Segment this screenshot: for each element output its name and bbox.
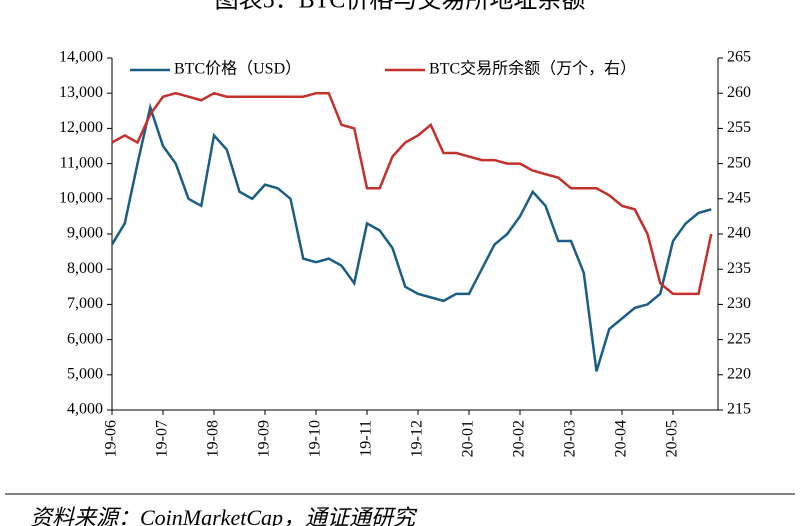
series-line [110,102,712,372]
y2-tick-label: 215 [727,401,751,418]
y-tick-label: 10,000 [59,189,103,206]
legend-label: BTC交易所余额（万个，右） [429,59,636,78]
x-tick-label: 20-03 [562,420,579,457]
x-tick-label: 19-08 [205,420,222,457]
y2-tick-label: 225 [727,330,751,347]
x-tick-label: 20-05 [664,420,681,457]
x-tick-label: 19-12 [409,420,426,457]
x-tick-label: 20-02 [511,420,528,457]
y2-tick-label: 250 [727,154,751,171]
y-tick-label: 12,000 [59,119,103,136]
y-tick-label: 14,000 [59,49,103,66]
x-tick-label: 20-01 [460,420,477,457]
y-tick-label: 7,000 [67,295,103,312]
y2-tick-label: 260 [727,84,751,101]
legend-label: BTC价格（USD） [174,60,301,78]
x-tick-label: 19-10 [307,420,324,457]
y2-tick-label: 255 [727,119,751,136]
y2-tick-label: 235 [727,260,751,277]
x-tick-label: 19-06 [103,420,120,457]
series-line [111,91,713,296]
y-tick-label: 11,000 [60,154,103,171]
source-note: 资料来源：CoinMarketCap，通证通研究 [30,505,418,526]
y2-tick-label: 220 [727,365,751,382]
y-tick-label: 13,000 [59,84,103,101]
y2-tick-label: 240 [727,225,751,242]
x-tick-label: 20-04 [613,420,630,457]
y-tick-label: 4,000 [67,401,103,418]
y2-tick-label: 230 [727,295,751,312]
x-tick-label: 19-09 [256,420,273,457]
y-tick-label: 6,000 [67,330,103,347]
x-tick-label: 19-11 [358,420,375,457]
x-tick-label: 19-07 [154,420,171,457]
y-tick-label: 5,000 [67,365,103,382]
y-tick-label: 8,000 [67,260,103,277]
y2-tick-label: 265 [727,49,751,66]
chart-title: 图表5：BTC价格与交易所地址余额 [215,0,586,14]
y-tick-label: 9,000 [67,225,103,242]
y2-tick-label: 245 [727,189,751,206]
